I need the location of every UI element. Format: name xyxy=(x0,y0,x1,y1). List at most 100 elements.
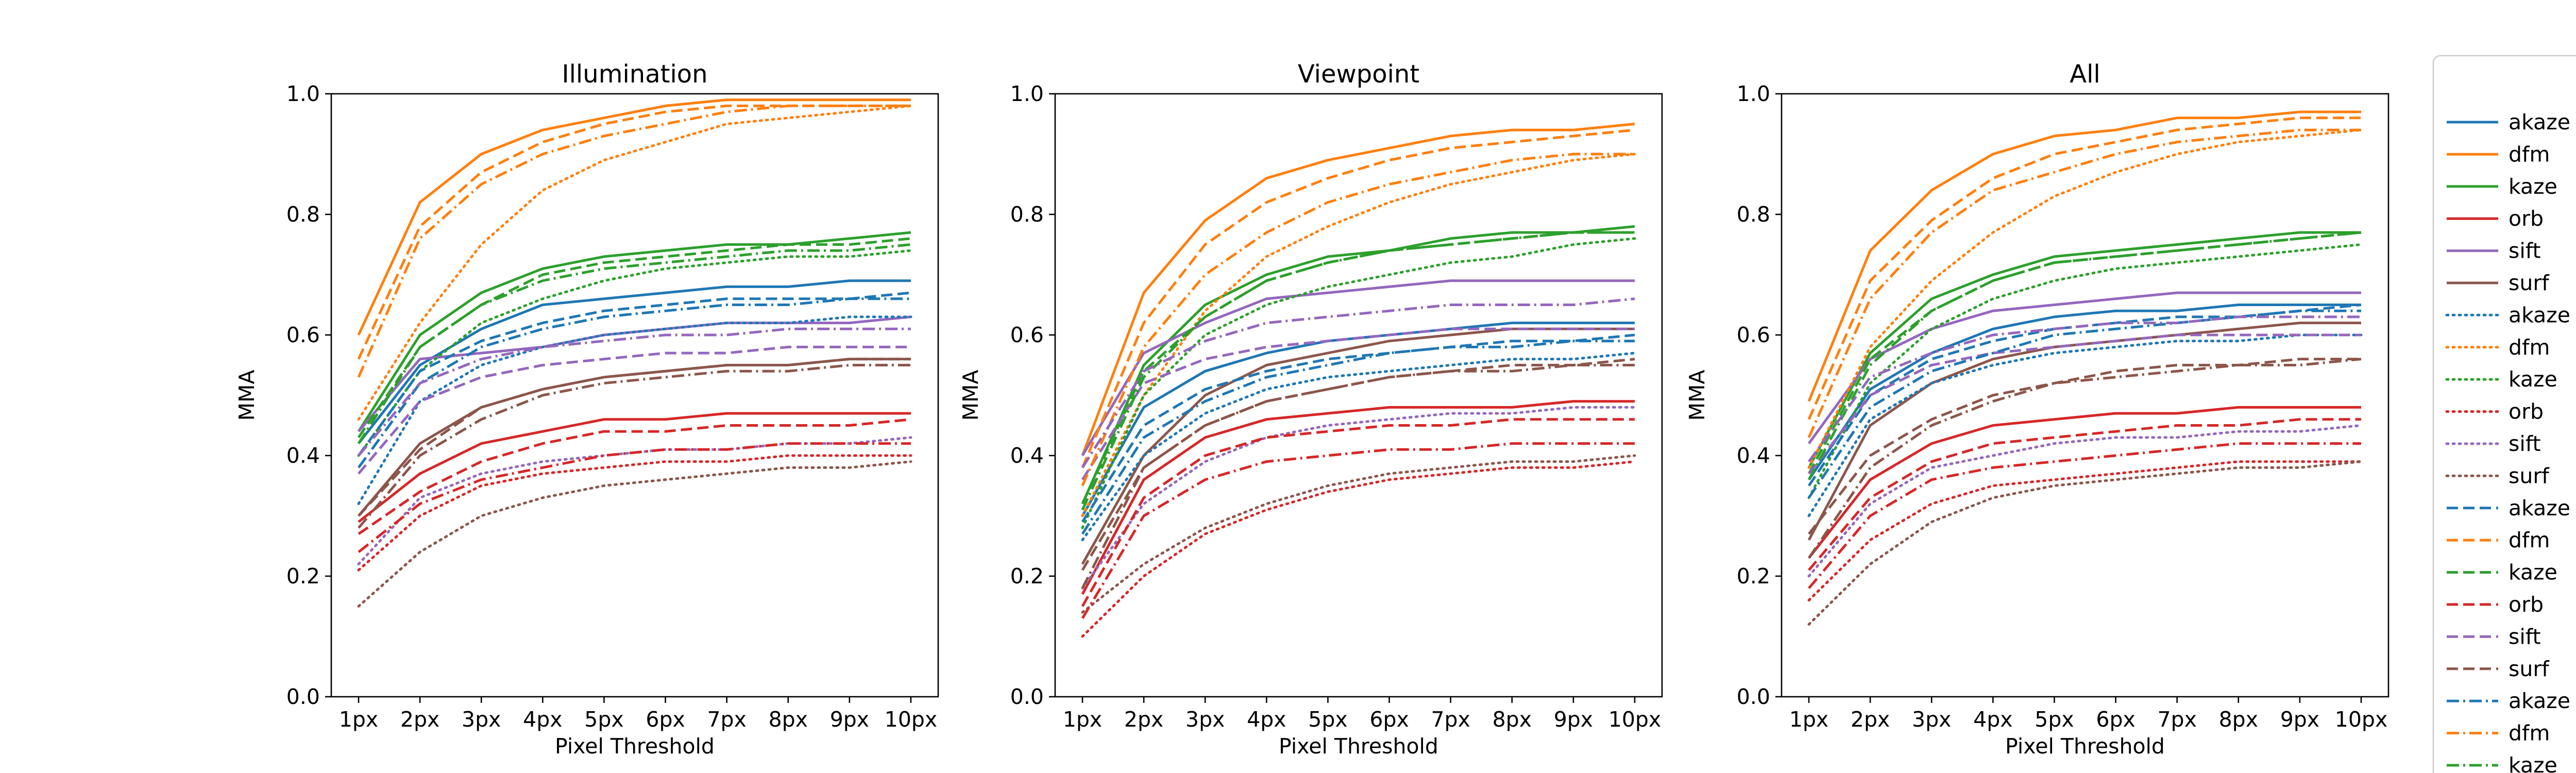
x-tick-label: 6px xyxy=(646,707,685,732)
y-tick-label: 0.2 xyxy=(1737,564,1770,589)
series-line-surf-dashed xyxy=(358,358,911,517)
plot-frame xyxy=(330,93,939,698)
x-tick-label: 10px xyxy=(885,707,937,732)
series-line-orb-dashed xyxy=(1081,418,1635,607)
series-line-akaze-dashed xyxy=(357,291,911,457)
y-tick-label: 1.0 xyxy=(286,81,320,106)
plot-frame xyxy=(1054,93,1663,698)
series-line-sift-solid xyxy=(1081,279,1635,457)
legend-label: dfm xyxy=(2509,335,2550,360)
series-line-orb-dashed xyxy=(358,418,911,535)
legend-label: akaze xyxy=(2509,688,2570,713)
series-line-sift-dashed xyxy=(358,345,911,475)
x-tick-label: 8px xyxy=(769,707,808,732)
y-tick-label: 1.0 xyxy=(1737,81,1770,106)
x-tick-label: 3px xyxy=(1185,707,1225,732)
series-line-surf-dotted xyxy=(1081,454,1636,614)
series-line-surf-dotted xyxy=(357,460,912,608)
y-tick-label: 0.4 xyxy=(1737,443,1770,468)
series-line-orb-dashdot xyxy=(1081,442,1635,619)
x-tick-label: 5px xyxy=(1308,707,1347,732)
x-tick-label: 8px xyxy=(1493,707,1532,732)
x-tick-label: 4px xyxy=(1247,707,1286,732)
series-line-kaze-solid xyxy=(1807,231,2361,468)
series-line-sift-dashed xyxy=(1081,327,1635,481)
series-line-orb-dashdot xyxy=(1808,442,2361,590)
y-tick-label: 0.8 xyxy=(1737,202,1770,227)
series-line-akaze-dashdot xyxy=(1081,340,1635,535)
series-line-kaze-dashdot xyxy=(357,243,911,444)
legend-label: akaze xyxy=(2509,496,2570,520)
series-line-sift-dotted xyxy=(1081,406,1636,590)
x-tick-label: 4px xyxy=(1973,707,2012,732)
x-tick-label: 10px xyxy=(1608,707,1661,732)
panel-title: Viewpoint xyxy=(1298,60,1419,89)
x-tick-label: 3px xyxy=(462,707,501,732)
panel-all: All 1px 2px 3px 4px 5px 6px 7px 8px 9px 10px 0.0 0.2… xyxy=(1685,60,2389,759)
x-tick-label: 2px xyxy=(400,707,439,732)
series-line-orb-dashed xyxy=(1808,418,2361,571)
series-line-sift-dashdot xyxy=(1081,297,1635,468)
x-axis-label: Pixel Threshold xyxy=(1279,734,1438,759)
legend-label: dfm xyxy=(2509,528,2550,552)
legend-label: akaze xyxy=(2509,110,2570,135)
series-line-akaze-dotted xyxy=(357,315,912,506)
series-line-sift-dashed xyxy=(1808,333,2361,475)
legend-label: orb xyxy=(2509,399,2544,424)
series-line-orb-dashdot xyxy=(358,442,911,553)
series-line-orb-dotted xyxy=(357,454,912,572)
series-line-kaze-solid xyxy=(1081,225,1635,505)
y-axis-label: MMA xyxy=(958,370,983,421)
series-line-dfm-dotted xyxy=(357,104,912,421)
legend-label: surf xyxy=(2509,463,2550,488)
y-axis-label: MMA xyxy=(1685,370,1709,421)
y-tick-label: 0.6 xyxy=(1010,323,1044,347)
legend-label: surf xyxy=(2509,271,2550,295)
x-tick-label: 9px xyxy=(1554,707,1593,732)
y-tick-label: 0.0 xyxy=(286,684,320,709)
series-line-kaze-solid xyxy=(357,231,911,432)
legend-label: surf xyxy=(2509,657,2550,681)
x-tick-label: 7px xyxy=(2157,707,2196,732)
series-line-dfm-dashdot xyxy=(357,104,911,378)
y-tick-label: 0.4 xyxy=(286,443,320,468)
legend-label: kaze xyxy=(2509,174,2557,199)
series-line-kaze-dotted xyxy=(357,249,912,457)
y-tick-label: 0.2 xyxy=(1010,564,1044,589)
series-line-kaze-dotted xyxy=(1081,237,1636,529)
y-tick-label: 0.0 xyxy=(1010,684,1044,709)
legend-label: kaze xyxy=(2509,367,2557,392)
x-tick-label: 1px xyxy=(339,707,378,732)
series-line-surf-dashdot xyxy=(1807,358,2362,559)
x-tick-label: 4px xyxy=(523,707,562,732)
series-line-dfm-dotted xyxy=(1081,153,1636,517)
series-line-akaze-dotted xyxy=(1807,333,2363,517)
x-axis-label: Pixel Threshold xyxy=(2005,734,2165,759)
series-line-orb-solid xyxy=(1808,406,2361,559)
series-line-dfm-dashed xyxy=(1807,116,2361,420)
series-line-dfm-dashed xyxy=(1081,128,1635,468)
chart-panels: Illumination 1px 2px 3px 4px 5px 6px 7px 8px 9px 1… xyxy=(234,60,2389,759)
series-line-akaze-solid xyxy=(1807,304,2361,481)
series-line-akaze-dotted xyxy=(1081,351,1636,542)
y-tick-label: 1.0 xyxy=(1010,81,1044,106)
series-line-dfm-dotted xyxy=(1807,128,2363,469)
series-lines xyxy=(1081,123,1636,638)
x-tick-label: 7px xyxy=(707,707,746,732)
panel-title: All xyxy=(2070,60,2100,89)
legend-label: sift xyxy=(2509,239,2541,263)
series-line-sift-dashdot xyxy=(358,327,911,457)
series-line-dfm-solid xyxy=(1081,123,1635,456)
y-axis-label: MMA xyxy=(234,370,259,421)
series-line-orb-solid xyxy=(358,412,911,523)
x-tick-label: 5px xyxy=(2035,707,2074,732)
series-line-akaze-dashdot xyxy=(357,297,911,468)
y-tick-label: 0.2 xyxy=(286,564,320,589)
x-tick-label: 7px xyxy=(1431,707,1470,732)
series-line-akaze-dashdot xyxy=(1807,309,2361,499)
y-tick-label: 0.6 xyxy=(1737,323,1770,347)
x-tick-label: 9px xyxy=(2280,707,2319,732)
series-line-dfm-solid xyxy=(1807,110,2361,402)
legend-label: akaze xyxy=(2509,303,2570,327)
